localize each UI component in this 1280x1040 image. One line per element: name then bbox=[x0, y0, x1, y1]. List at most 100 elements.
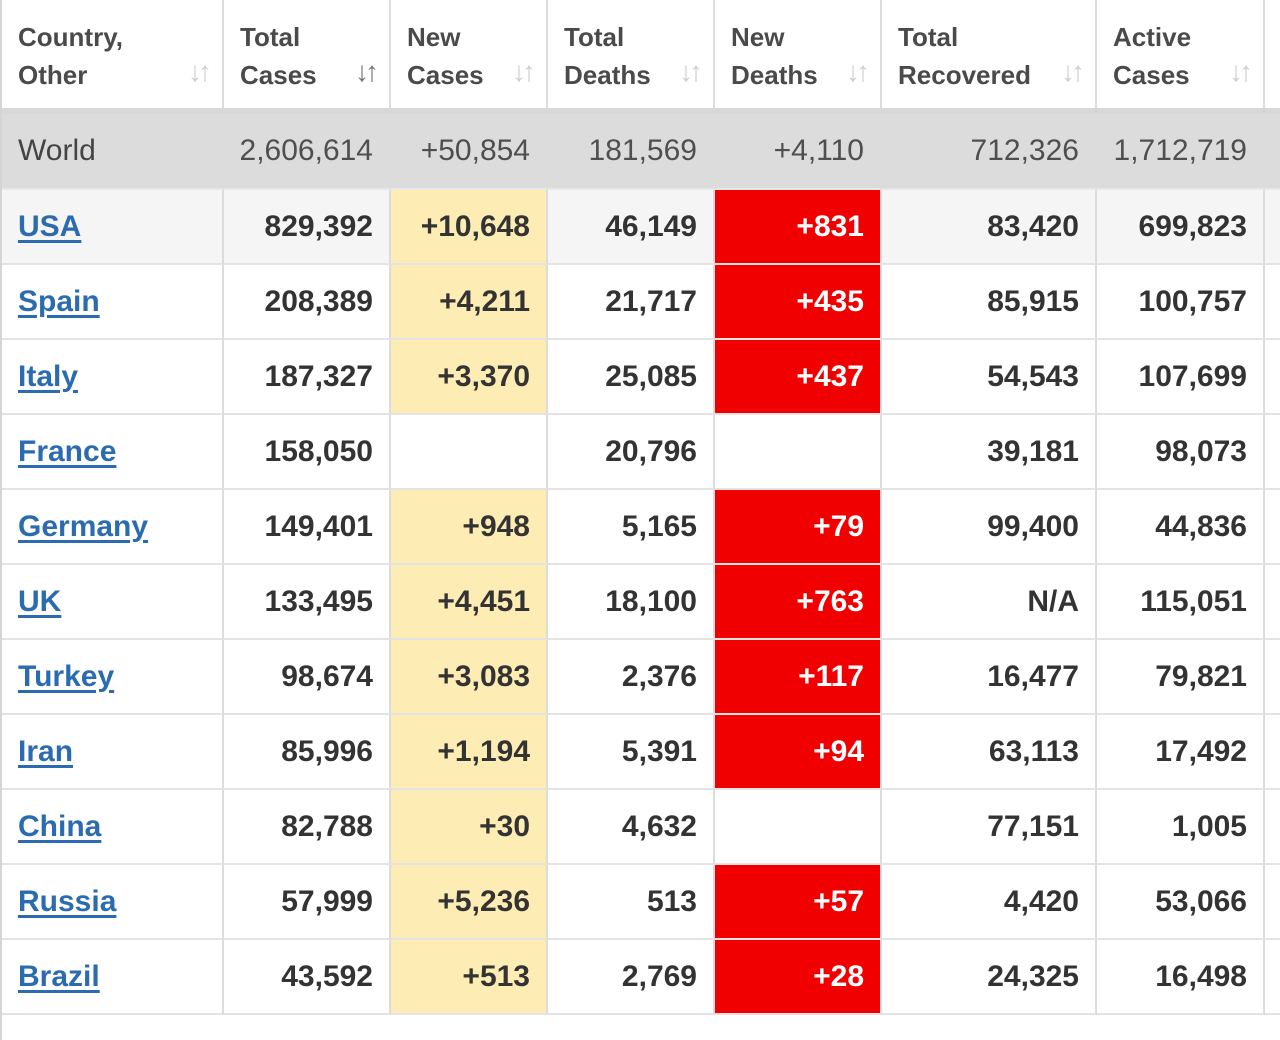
active-cases-cell: 100,757 bbox=[1097, 265, 1265, 340]
active-cases-cell: 53,066 bbox=[1097, 865, 1265, 940]
total-deaths-cell: 513 bbox=[548, 865, 715, 940]
column-header-total-deaths[interactable]: Total Deaths ↓↑ bbox=[548, 0, 715, 108]
total-recovered-cell: 39,181 bbox=[882, 415, 1097, 490]
total-cases-cell: 149,401 bbox=[224, 490, 391, 565]
country-link[interactable]: Italy bbox=[18, 359, 79, 393]
sort-icon[interactable]: ↓↑ bbox=[846, 56, 870, 87]
column-header-label: New Deaths bbox=[731, 22, 818, 90]
total-deaths-cell: 5,391 bbox=[548, 715, 715, 790]
table-row: Turkey 98,674 +3,083 2,376 +117 16,477 79,821 bbox=[2, 640, 1280, 715]
active-cases-cell: 699,823 bbox=[1097, 190, 1265, 265]
total-deaths-cell: 18,100 bbox=[548, 565, 715, 640]
new-deaths-cell: +435 bbox=[715, 265, 882, 340]
active-cases-cell: 115,051 bbox=[1097, 565, 1265, 640]
new-cases-cell: +3,370 bbox=[391, 340, 548, 415]
new-deaths-cell bbox=[715, 790, 882, 865]
total-recovered-cell: 16,477 bbox=[882, 640, 1097, 715]
active-cases-cell: 1,712,719 bbox=[1097, 114, 1265, 190]
table-row: Italy 187,327 +3,370 25,085 +437 54,543 107,69… bbox=[2, 340, 1280, 415]
sort-icon[interactable]: ↓↑ bbox=[1061, 56, 1085, 87]
country-link[interactable]: Brazil bbox=[18, 959, 100, 993]
new-deaths-cell: +79 bbox=[715, 490, 882, 565]
total-recovered-cell: 83,420 bbox=[882, 190, 1097, 265]
sort-icon[interactable]: ↓↑ bbox=[355, 56, 379, 87]
total-recovered-cell: 63,113 bbox=[882, 715, 1097, 790]
total-cases-cell: 98,674 bbox=[224, 640, 391, 715]
column-header-total-recovered[interactable]: Total Recovered ↓↑ bbox=[882, 0, 1097, 108]
country-cell: World bbox=[2, 114, 224, 190]
new-cases-cell bbox=[391, 415, 548, 490]
new-cases-cell: +5,236 bbox=[391, 865, 548, 940]
sort-icon[interactable]: ↓↑ bbox=[188, 56, 212, 87]
row-overflow bbox=[1265, 640, 1280, 715]
country-cell: Iran bbox=[2, 715, 224, 790]
country-link[interactable]: Spain bbox=[18, 284, 100, 318]
table-row: Russia 57,999 +5,236 513 +57 4,420 53,066 bbox=[2, 865, 1280, 940]
column-header-active-cases[interactable]: Active Cases ↓↑ bbox=[1097, 0, 1265, 108]
sort-icon[interactable]: ↓↑ bbox=[679, 56, 703, 87]
row-overflow bbox=[1265, 114, 1280, 190]
column-header-new-cases[interactable]: New Cases ↓↑ bbox=[391, 0, 548, 108]
active-cases-cell: 107,699 bbox=[1097, 340, 1265, 415]
country-link[interactable]: Turkey bbox=[18, 659, 115, 693]
column-header-new-deaths[interactable]: New Deaths ↓↑ bbox=[715, 0, 882, 108]
table-body: USA 829,392 +10,648 46,149 +831 83,420 699,823… bbox=[2, 190, 1280, 1015]
new-deaths-cell: +831 bbox=[715, 190, 882, 265]
total-cases-cell: 82,788 bbox=[224, 790, 391, 865]
country-link[interactable]: UK bbox=[18, 584, 62, 618]
total-cases-cell: 85,996 bbox=[224, 715, 391, 790]
total-deaths-cell: 5,165 bbox=[548, 490, 715, 565]
table-row: Brazil 43,592 +513 2,769 +28 24,325 16,498 bbox=[2, 940, 1280, 1015]
active-cases-cell: 17,492 bbox=[1097, 715, 1265, 790]
country-cell: Russia bbox=[2, 865, 224, 940]
country-cell: France bbox=[2, 415, 224, 490]
new-cases-cell: +1,194 bbox=[391, 715, 548, 790]
total-cases-cell: 2,606,614 bbox=[224, 114, 391, 190]
row-overflow bbox=[1265, 565, 1280, 640]
country-cell: Spain bbox=[2, 265, 224, 340]
country-cell: Brazil bbox=[2, 940, 224, 1015]
new-deaths-cell: +117 bbox=[715, 640, 882, 715]
column-header-label: Total Recovered bbox=[898, 22, 1031, 90]
column-header-label: New Cases bbox=[407, 22, 484, 90]
total-deaths-cell: 21,717 bbox=[548, 265, 715, 340]
total-deaths-cell: 25,085 bbox=[548, 340, 715, 415]
total-deaths-cell: 46,149 bbox=[548, 190, 715, 265]
sort-icon[interactable]: ↓↑ bbox=[512, 56, 536, 87]
country-link[interactable]: Germany bbox=[18, 509, 149, 543]
new-cases-cell: +948 bbox=[391, 490, 548, 565]
table-row: UK 133,495 +4,451 18,100 +763 N/A 115,051 bbox=[2, 565, 1280, 640]
row-overflow bbox=[1265, 940, 1280, 1015]
column-header-label: Total Deaths bbox=[564, 22, 651, 90]
new-cases-cell: +4,451 bbox=[391, 565, 548, 640]
total-recovered-cell: 85,915 bbox=[882, 265, 1097, 340]
total-recovered-cell: 712,326 bbox=[882, 114, 1097, 190]
new-cases-cell: +10,648 bbox=[391, 190, 548, 265]
country-link[interactable]: Russia bbox=[18, 884, 117, 918]
row-overflow bbox=[1265, 490, 1280, 565]
new-deaths-cell: +57 bbox=[715, 865, 882, 940]
new-deaths-cell: +763 bbox=[715, 565, 882, 640]
total-recovered-cell: 4,420 bbox=[882, 865, 1097, 940]
header-divider bbox=[2, 108, 1280, 114]
active-cases-cell: 1,005 bbox=[1097, 790, 1265, 865]
world-total-row: World 2,606,614 +50,854 181,569 +4,110 712,32… bbox=[2, 114, 1280, 190]
column-header-country[interactable]: Country, Other ↓↑ bbox=[2, 0, 224, 108]
table-header: Country, Other ↓↑ Total Cases ↓↑ New Cases ↓↑… bbox=[2, 0, 1280, 108]
country-cell: Germany bbox=[2, 490, 224, 565]
table-row: USA 829,392 +10,648 46,149 +831 83,420 699,823 bbox=[2, 190, 1280, 265]
total-recovered-cell: 24,325 bbox=[882, 940, 1097, 1015]
total-cases-cell: 133,495 bbox=[224, 565, 391, 640]
table-row: China 82,788 +30 4,632 77,151 1,005 bbox=[2, 790, 1280, 865]
country-link[interactable]: Iran bbox=[18, 734, 74, 768]
row-overflow bbox=[1265, 865, 1280, 940]
sort-icon[interactable]: ↓↑ bbox=[1229, 56, 1253, 87]
new-cases-cell: +30 bbox=[391, 790, 548, 865]
country-link[interactable]: USA bbox=[18, 209, 82, 243]
country-link[interactable]: France bbox=[18, 434, 117, 468]
country-link[interactable]: China bbox=[18, 809, 102, 843]
total-cases-cell: 43,592 bbox=[224, 940, 391, 1015]
total-cases-cell: 158,050 bbox=[224, 415, 391, 490]
column-header-total-cases[interactable]: Total Cases ↓↑ bbox=[224, 0, 391, 108]
